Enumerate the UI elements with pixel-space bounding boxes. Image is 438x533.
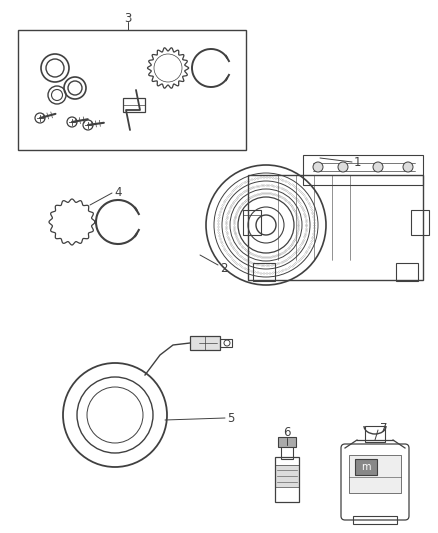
Bar <box>365 426 385 442</box>
Text: 2: 2 <box>220 262 227 274</box>
Circle shape <box>403 162 413 172</box>
Circle shape <box>373 162 383 172</box>
Bar <box>18 30 246 150</box>
Text: 3: 3 <box>124 12 131 25</box>
Text: 6: 6 <box>283 426 290 440</box>
Circle shape <box>338 162 348 172</box>
Bar <box>278 437 296 447</box>
Bar <box>396 263 418 281</box>
Text: 7: 7 <box>380 422 388 434</box>
Text: 1: 1 <box>354 156 361 168</box>
FancyBboxPatch shape <box>341 444 409 520</box>
Bar <box>190 336 220 350</box>
Text: 4: 4 <box>114 185 121 198</box>
Bar <box>353 516 397 524</box>
Bar <box>248 175 423 280</box>
Bar <box>411 210 429 235</box>
Bar <box>243 210 261 235</box>
Bar <box>275 457 299 502</box>
Bar <box>281 445 293 459</box>
Bar <box>303 155 423 185</box>
Bar <box>123 98 145 112</box>
Text: 5: 5 <box>227 411 234 424</box>
Bar <box>275 465 299 487</box>
Bar <box>253 263 275 281</box>
Bar <box>220 339 232 347</box>
Text: m: m <box>361 462 371 472</box>
Bar <box>349 455 401 493</box>
Bar <box>355 459 377 475</box>
Circle shape <box>313 162 323 172</box>
